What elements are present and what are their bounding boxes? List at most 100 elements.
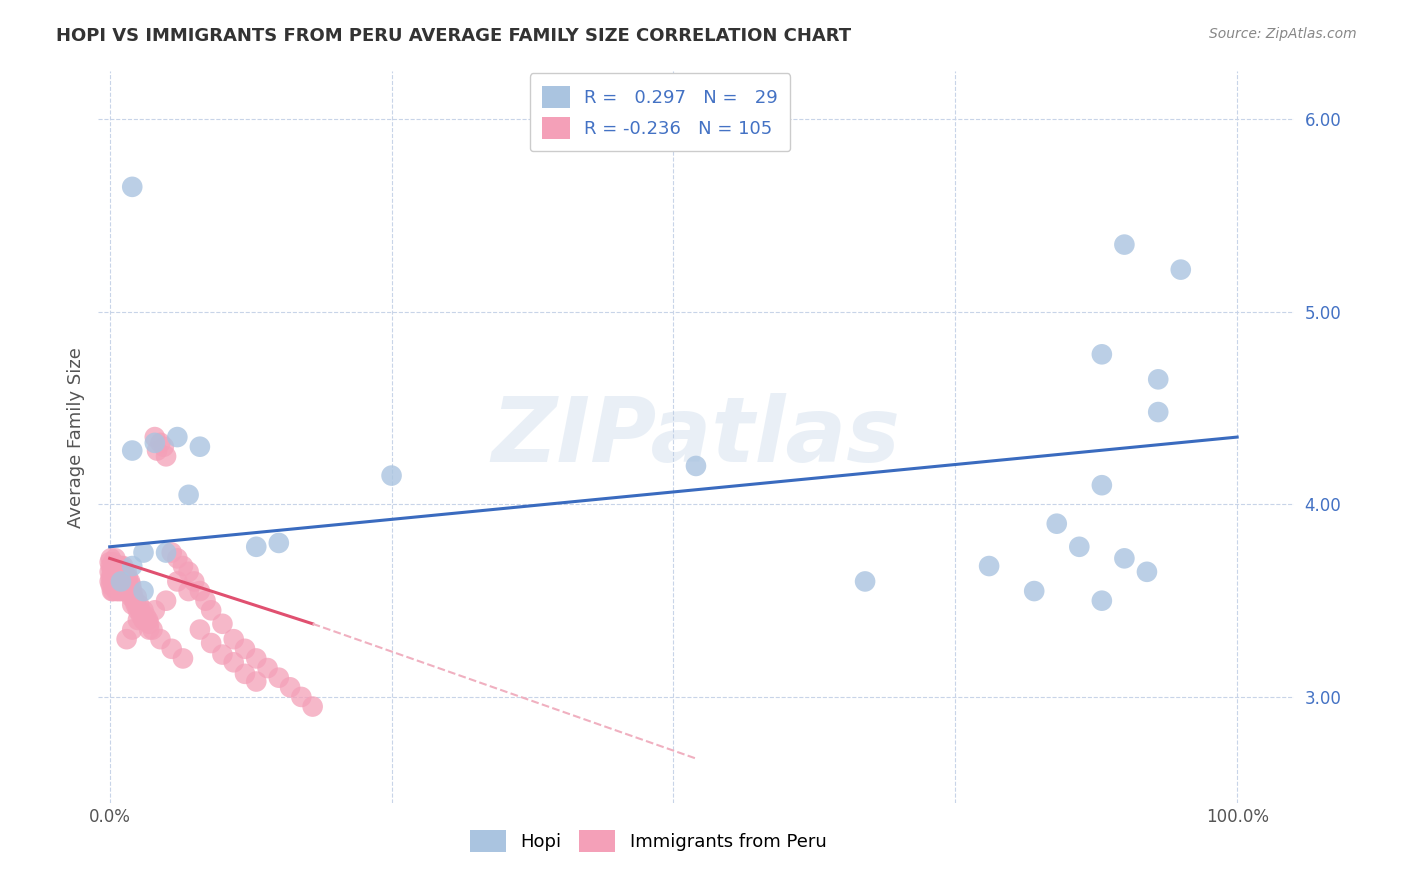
Point [103, 559, 125, 574]
Point [114, 571, 136, 585]
Point [1147, 372, 1170, 386]
Point [112, 571, 135, 585]
Point [153, 440, 176, 454]
Point [188, 440, 211, 454]
Point [143, 603, 166, 617]
Point [1170, 262, 1192, 277]
Point [110, 559, 132, 574]
Point [132, 613, 155, 627]
Point [245, 651, 267, 665]
Point [1046, 516, 1069, 531]
Point [141, 623, 163, 637]
Point [160, 641, 183, 656]
Point [166, 574, 188, 589]
Point [111, 574, 134, 589]
Point [103, 571, 125, 585]
Point [1147, 405, 1170, 419]
Point [211, 616, 233, 631]
Point [101, 574, 124, 589]
Point [200, 636, 222, 650]
Point [129, 609, 152, 624]
Point [110, 584, 132, 599]
Point [132, 613, 155, 627]
Point [685, 458, 707, 473]
Point [245, 674, 267, 689]
Point [120, 590, 142, 604]
Point [233, 666, 256, 681]
Point [143, 430, 166, 444]
Point [118, 574, 141, 589]
Point [155, 593, 177, 607]
Point [380, 468, 402, 483]
Point [135, 609, 157, 624]
Point [200, 603, 222, 617]
Point [146, 443, 169, 458]
Point [136, 613, 159, 627]
Point [301, 699, 323, 714]
Point [1136, 565, 1159, 579]
Point [125, 590, 148, 604]
Point [177, 488, 200, 502]
Point [101, 565, 124, 579]
Point [233, 641, 256, 656]
Point [112, 559, 135, 574]
Point [110, 574, 132, 589]
Point [107, 565, 129, 579]
Point [138, 616, 160, 631]
Point [188, 623, 211, 637]
Point [166, 551, 188, 566]
Point [1024, 584, 1046, 599]
Point [101, 574, 124, 589]
Point [127, 603, 149, 617]
Point [149, 435, 172, 450]
Point [124, 598, 146, 612]
Point [104, 551, 127, 566]
Point [115, 574, 138, 589]
Point [1091, 478, 1114, 492]
Point [143, 435, 166, 450]
Point [121, 623, 143, 637]
Point [127, 613, 149, 627]
Point [104, 574, 127, 589]
Point [118, 584, 141, 599]
Point [121, 443, 143, 458]
Point [290, 690, 312, 704]
Point [211, 648, 233, 662]
Point [267, 671, 290, 685]
Point [118, 578, 141, 592]
Point [104, 565, 127, 579]
Point [121, 179, 143, 194]
Point [121, 598, 143, 612]
Point [1069, 540, 1091, 554]
Point [121, 559, 143, 574]
Point [149, 632, 172, 647]
Point [172, 651, 194, 665]
Point [107, 584, 129, 599]
Point [1114, 551, 1136, 566]
Point [222, 655, 245, 669]
Point [105, 559, 128, 574]
Point [114, 584, 136, 599]
Point [101, 555, 124, 569]
Point [122, 590, 145, 604]
Point [108, 574, 131, 589]
Point [100, 578, 122, 592]
Point [177, 584, 200, 599]
Point [194, 593, 217, 607]
Point [100, 571, 122, 585]
Point [101, 584, 124, 599]
Point [267, 536, 290, 550]
Point [132, 584, 155, 599]
Point [278, 681, 301, 695]
Point [132, 545, 155, 559]
Point [98, 555, 121, 569]
Point [128, 598, 150, 612]
Point [107, 574, 129, 589]
Point [101, 565, 124, 579]
Point [112, 565, 135, 579]
Point [155, 545, 177, 559]
Point [115, 632, 138, 647]
Point [107, 559, 129, 574]
Point [853, 574, 876, 589]
Point [172, 559, 194, 574]
